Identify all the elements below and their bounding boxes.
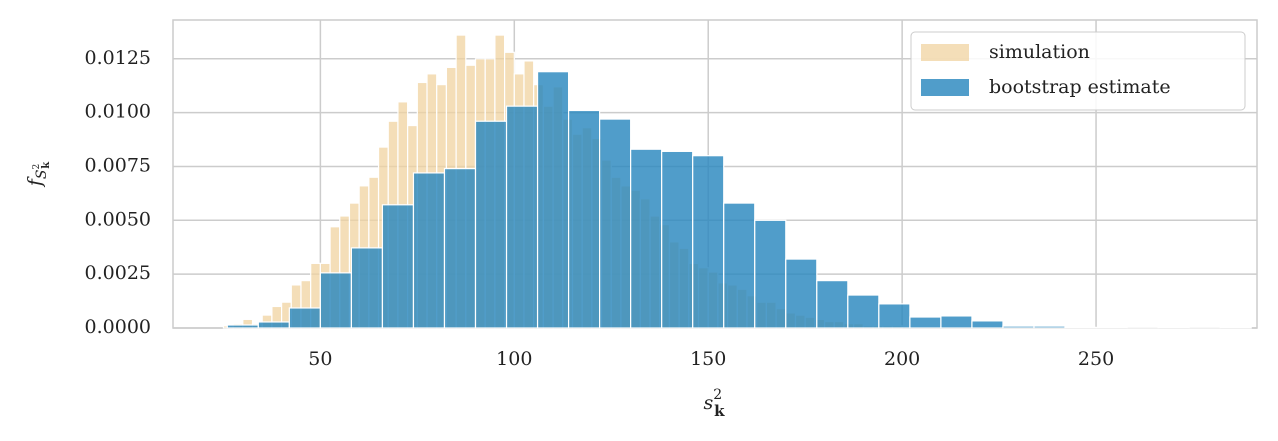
histogram-bar <box>257 321 290 329</box>
histogram-bar <box>412 172 446 329</box>
x-tick-label: 100 <box>496 348 532 370</box>
y-tick-label: 0.0075 <box>85 154 151 176</box>
histogram-bar <box>319 272 353 329</box>
histogram-bar <box>971 320 1004 329</box>
y-tick-label: 0.0100 <box>85 101 151 123</box>
histogram-bar <box>226 324 259 329</box>
y-tick-label: 0.0050 <box>85 208 151 230</box>
histogram-bar <box>288 307 321 329</box>
x-label-base: s <box>703 392 713 414</box>
histogram-bar <box>785 258 818 329</box>
y-label-sub: S <box>34 170 50 180</box>
histogram-bar <box>350 247 384 329</box>
histogram-bar <box>909 316 942 329</box>
histogram-bar <box>1033 325 1066 329</box>
x-label-sub: k <box>714 402 725 420</box>
x-tick-label: 200 <box>884 348 920 370</box>
histogram-bar <box>661 150 694 329</box>
y-tick-label: 0.0000 <box>85 316 151 338</box>
y-tick-label: 0.0125 <box>85 47 151 69</box>
histogram-bar <box>567 109 601 329</box>
histogram-bar <box>940 315 973 329</box>
histogram-bar <box>847 294 880 329</box>
y-label-subsup: 2 <box>32 164 42 170</box>
y-label-base: f <box>24 176 46 188</box>
legend-swatch <box>921 79 969 96</box>
legend: simulation bootstrap estimate <box>910 31 1246 111</box>
legend-label: bootstrap estimate <box>989 76 1171 98</box>
y-label-subsub: k <box>41 161 52 169</box>
histogram-bar <box>878 303 911 329</box>
legend-label: simulation <box>989 41 1090 63</box>
x-label-sup: 2 <box>713 387 722 403</box>
histogram-bar <box>816 280 849 329</box>
x-tick-label: 150 <box>690 348 726 370</box>
legend-box <box>910 31 1246 111</box>
legend-swatch <box>921 44 969 61</box>
histogram-bar <box>474 120 508 329</box>
x-tick-label: 50 <box>308 348 332 370</box>
histogram-bar <box>1064 326 1097 329</box>
histogram-bar <box>536 71 570 329</box>
histogram-bar <box>1002 325 1035 329</box>
histogram-bar <box>599 118 632 329</box>
y-tick-label: 0.0025 <box>85 262 151 284</box>
histogram-bar <box>723 202 756 329</box>
y-axis-label: fS2k <box>24 161 52 188</box>
x-tick-label: 250 <box>1078 348 1114 370</box>
histogram-bar <box>443 168 477 329</box>
histogram-bar <box>692 155 725 329</box>
histogram-bar <box>505 105 539 329</box>
histogram-bar <box>754 219 787 329</box>
x-axis-label: s2 k <box>703 387 725 420</box>
histogram-bar <box>630 148 663 329</box>
histogram-bar <box>381 204 415 329</box>
